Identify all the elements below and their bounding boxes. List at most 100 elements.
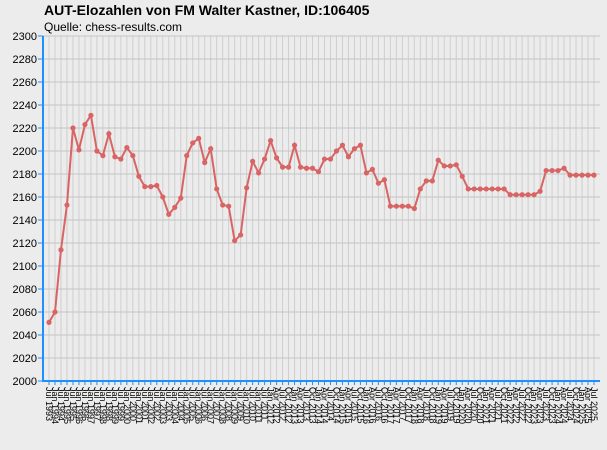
x-tick-label: Jan 2006 <box>194 387 204 424</box>
point <box>273 155 280 161</box>
point <box>501 186 507 192</box>
x-tick-label: Oct 2022 <box>523 387 533 424</box>
x-tick-label: Apr 2018 <box>415 387 425 424</box>
y-tick-label: 2060 <box>13 307 37 319</box>
point <box>214 186 220 192</box>
point <box>537 188 543 194</box>
y-tick-label: 2040 <box>13 330 37 342</box>
x-tick-label: Jul 2006 <box>200 387 210 421</box>
point <box>519 192 525 198</box>
x-tick-label: Oct 2021 <box>499 387 509 424</box>
x-tick-label: Oct 2015 <box>355 387 365 424</box>
point <box>196 135 202 141</box>
point <box>381 177 387 183</box>
x-tick-label: Jan 2025 <box>577 387 587 424</box>
point <box>495 186 501 192</box>
x-tick-label: Jan 2015 <box>337 387 347 424</box>
x-tick-label: Jan 2010 <box>242 387 252 424</box>
x-tick-label: Jul 2017 <box>397 387 407 421</box>
plot-area <box>43 36 600 381</box>
point <box>363 170 370 176</box>
point <box>309 165 316 171</box>
point <box>220 202 226 208</box>
x-tick-label: Jan 2013 <box>290 387 300 424</box>
point <box>70 125 76 131</box>
point <box>202 159 208 166</box>
point <box>393 203 399 209</box>
point <box>555 167 561 174</box>
x-tick-label: Jul 1998 <box>104 387 114 421</box>
point <box>297 164 304 170</box>
point <box>465 186 471 192</box>
x-tick-label: Jul 1999 <box>116 387 126 421</box>
x-tick-label: Jan 2000 <box>122 387 132 424</box>
x-tick-label: Jan 2022 <box>505 387 515 424</box>
point <box>172 204 178 210</box>
x-tick-label: Jul 2019 <box>445 387 455 421</box>
x-tick-label: Jul 2018 <box>421 387 431 421</box>
y-tick-label: 2260 <box>13 77 37 89</box>
y-tick-label: 2100 <box>13 261 37 273</box>
x-tick-label: Jan 1998 <box>98 387 108 424</box>
x-tick-label: Apr 2020 <box>463 387 473 424</box>
x-tick-label: Jan 2016 <box>361 387 371 424</box>
point <box>58 247 64 253</box>
x-tick-label: Apr 2024 <box>559 387 569 424</box>
point <box>573 172 579 178</box>
point <box>591 172 597 178</box>
x-tick-label: Jan 2007 <box>206 387 216 424</box>
point <box>423 178 429 184</box>
x-tick-label: Jan 1994 <box>50 387 60 424</box>
x-tick-label: Apr 2025 <box>583 387 593 424</box>
point <box>166 211 172 217</box>
x-tick-label: Oct 2017 <box>403 387 413 424</box>
chart-subtitle: Quelle: chess-results.com <box>44 20 182 34</box>
x-tick-label: Jul 2003 <box>164 387 174 421</box>
point <box>327 156 334 162</box>
point <box>417 186 423 192</box>
point <box>447 163 453 169</box>
point <box>184 153 190 159</box>
x-tick-label: Jan 2014 <box>314 387 324 424</box>
x-tick-label: Jan 2005 <box>182 387 192 424</box>
x-tick-label: Oct 2012 <box>284 387 294 424</box>
y-tick-label: 2120 <box>13 238 37 250</box>
x-tick-label: Jul 2007 <box>212 387 222 421</box>
point <box>399 203 405 209</box>
x-tick-label: Jul 2025 <box>589 387 599 421</box>
point <box>160 194 166 200</box>
x-tick-label: Jan 1995 <box>62 387 72 424</box>
x-tick-label: Jul 2020 <box>469 387 479 421</box>
y-tick-label: 2200 <box>13 146 37 158</box>
x-tick-label: Jul 2016 <box>373 387 383 421</box>
x-tick-label: Jul 2023 <box>541 387 551 421</box>
x-tick-label: Jan 2001 <box>134 387 144 424</box>
x-tick-label: Jul 2002 <box>152 387 162 421</box>
chart-title: AUT-Elozahlen von FM Walter Kastner, ID:… <box>44 2 370 18</box>
x-tick-label: Apr 2016 <box>367 387 377 424</box>
x-tick-label: Jan 1996 <box>74 387 84 424</box>
point <box>130 153 136 159</box>
point <box>142 184 148 190</box>
point <box>136 173 142 179</box>
x-tick-label: Apr 2019 <box>439 387 449 424</box>
point <box>94 148 100 154</box>
y-tick-label: 2220 <box>13 123 37 135</box>
point <box>459 173 465 179</box>
x-tick-label: Jan 2018 <box>409 387 419 424</box>
x-tick-label: Jul 2014 <box>325 387 335 421</box>
x-tick-label: Jan 2004 <box>170 387 180 424</box>
point <box>561 165 567 171</box>
point <box>471 186 477 192</box>
x-tick-label: Oct 2013 <box>308 387 318 424</box>
y-tick-label: 2240 <box>13 100 37 112</box>
x-tick-label: Jan 1999 <box>110 387 120 424</box>
point <box>226 203 232 209</box>
point <box>585 172 591 178</box>
y-tick-label: 2140 <box>13 215 37 227</box>
y-tick-label: 2180 <box>13 169 37 181</box>
point <box>567 172 573 178</box>
point <box>441 163 447 169</box>
x-tick-label: Oct 2020 <box>475 387 485 424</box>
point <box>429 178 435 184</box>
